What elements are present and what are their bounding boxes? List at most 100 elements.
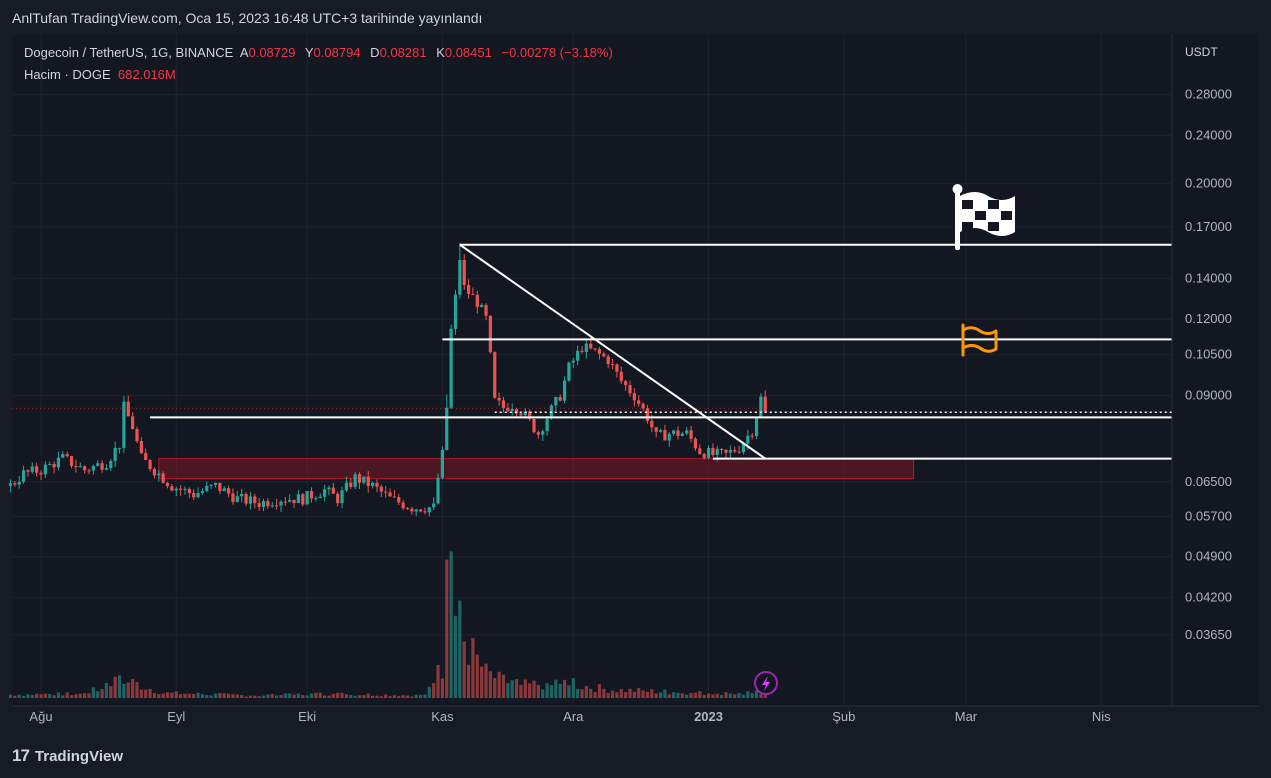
candle-body <box>541 431 545 435</box>
tradingview-logo[interactable]: 17 TradingView <box>12 746 123 766</box>
candle-body <box>427 507 431 513</box>
volume-bar <box>91 687 95 698</box>
volume-bar <box>432 682 436 698</box>
candle-body <box>685 430 689 434</box>
target-flag-cloth <box>962 326 998 353</box>
candle-body <box>96 463 100 466</box>
volume-bar <box>676 692 680 698</box>
volume-bar <box>301 695 305 698</box>
volume-bar <box>231 694 235 698</box>
price-tick-label: 0.04900 <box>1185 549 1232 564</box>
volume-bar <box>458 600 462 698</box>
candle-body <box>144 453 148 461</box>
volume-bar <box>593 692 597 698</box>
legend-high-label: Y <box>304 45 314 60</box>
published-header: AnlTufan TradingView.com, Oca 15, 2023 1… <box>12 10 483 26</box>
candle-body <box>615 364 619 372</box>
volume-bar <box>510 680 514 698</box>
volume-bar <box>720 694 724 698</box>
flag-knob <box>952 184 963 194</box>
candle-body <box>209 484 213 486</box>
volume-bar <box>388 696 392 698</box>
volume-bar <box>645 691 650 698</box>
volume-bar <box>449 551 453 698</box>
volume-bar <box>580 689 584 698</box>
volume-bar <box>357 695 362 698</box>
volume-bar <box>209 695 213 698</box>
candle-body <box>663 430 667 441</box>
volume-bar <box>571 678 575 698</box>
candle-body <box>763 396 767 413</box>
candle-body <box>170 486 174 491</box>
candle-body <box>397 497 401 503</box>
candle-body <box>179 488 183 490</box>
trendline <box>459 243 766 460</box>
volume-bar <box>170 692 174 698</box>
volume-bar <box>379 696 383 698</box>
candle-body <box>104 468 109 470</box>
volume-bar <box>693 692 698 698</box>
flag-cloth <box>960 192 1015 236</box>
support-zone <box>158 458 915 480</box>
candle-body <box>650 420 654 428</box>
legend-open: 0.08729 <box>248 45 296 60</box>
candle-body <box>514 408 519 414</box>
candle-body <box>244 494 248 504</box>
candle-body <box>327 487 331 490</box>
candle-body <box>30 466 34 472</box>
chart-panel[interactable] <box>12 34 1259 706</box>
volume-bar <box>541 689 545 698</box>
candle-body <box>702 453 706 458</box>
volume-bar <box>410 696 414 698</box>
time-axis: Ağu Eyl Eki Kas Ara 2023 Şub Mar Nis <box>29 709 1111 724</box>
volume-bar <box>370 695 375 698</box>
candle-body <box>497 397 501 401</box>
candle-body <box>139 441 143 454</box>
volume-bar <box>715 693 719 698</box>
volume-bar <box>497 671 501 698</box>
candle-body <box>344 482 349 491</box>
candle-body <box>667 433 671 441</box>
candle-body <box>689 430 693 439</box>
candle-body <box>366 476 370 487</box>
candle-body <box>318 496 322 499</box>
time-tick-label: Eki <box>298 709 316 724</box>
volume-bar <box>288 693 292 698</box>
candle-body <box>218 482 222 492</box>
volume-bar <box>567 685 571 698</box>
candle-body <box>87 470 91 472</box>
candle-body <box>672 430 676 434</box>
candle-body <box>43 464 47 475</box>
volume-bar <box>318 692 322 698</box>
candle-body <box>266 501 270 507</box>
candle-body <box>279 501 283 506</box>
volume-bar <box>672 692 676 698</box>
volume-value: 682.016M <box>117 67 176 82</box>
candle-body <box>602 353 606 357</box>
candle-body <box>414 509 418 512</box>
volume-bar <box>632 691 636 698</box>
volume-bar <box>279 695 283 698</box>
volume-bar <box>384 694 388 698</box>
candle-body <box>580 350 584 352</box>
candle-body <box>724 449 728 453</box>
volume-bar <box>144 689 148 698</box>
time-tick-label: Şub <box>832 709 855 724</box>
volume-bar <box>536 685 540 698</box>
candle-body <box>536 432 540 435</box>
support-zone-rect <box>158 458 915 480</box>
candle-body <box>405 508 410 510</box>
candle-body <box>357 474 362 483</box>
candle-body <box>632 393 636 401</box>
candle-body <box>589 343 593 349</box>
candle-body <box>187 488 191 494</box>
candle-body <box>39 472 43 475</box>
volume-bar <box>113 676 117 698</box>
volume-bar <box>227 693 231 698</box>
volume-bar <box>418 694 423 698</box>
volume-bar <box>471 638 475 698</box>
price-tick-label: 0.14000 <box>1185 270 1232 285</box>
volume-bar <box>558 683 562 698</box>
candle-body <box>148 460 152 470</box>
